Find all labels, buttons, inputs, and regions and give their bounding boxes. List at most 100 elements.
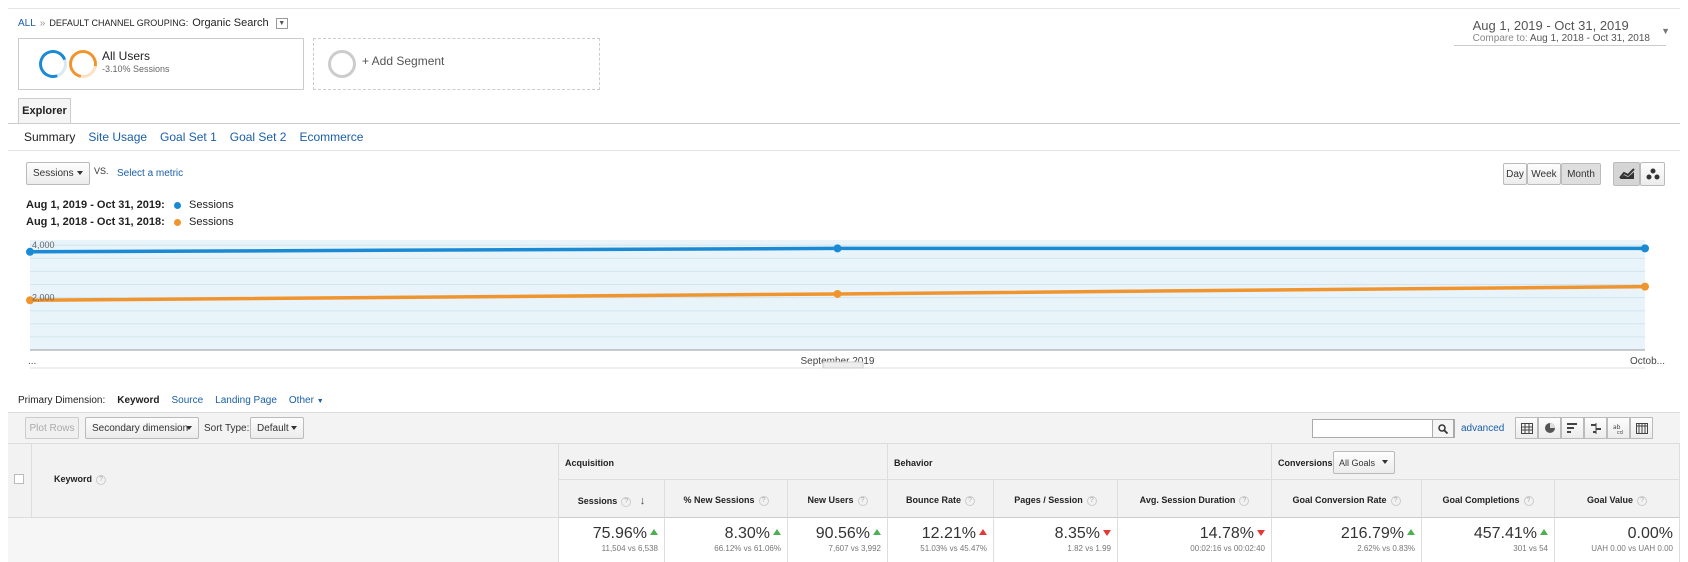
help-icon[interactable]: ? <box>621 496 632 507</box>
col-avg-session-duration[interactable]: Avg. Session Duration? <box>1118 480 1272 518</box>
tab-explorer[interactable]: Explorer <box>18 98 71 124</box>
col-goal-conversion-rate-label: Goal Conversion Rate <box>1292 495 1387 505</box>
subtab-summary[interactable]: Summary <box>24 130 76 144</box>
breadcrumb: ALL » DEFAULT CHANNEL GROUPING: Organic … <box>18 17 288 29</box>
tab-divider <box>8 123 1680 124</box>
help-icon[interactable]: ? <box>857 495 868 506</box>
total-goal-value: 0.00% UAH 0.00 vs UAH 0.00 <box>1555 518 1680 562</box>
arrow-up-icon <box>773 529 781 535</box>
search-button[interactable] <box>1432 419 1454 438</box>
col-new-users-label: New Users <box>807 495 854 505</box>
total-goal-completions-compare: 301 vs 54 <box>1513 544 1548 553</box>
add-segment-label: + Add Segment <box>362 54 445 68</box>
total-new-sessions-pct-value: 8.30% <box>724 525 770 542</box>
col-goal-completions[interactable]: Goal Completions? <box>1422 480 1555 518</box>
select-metric-link[interactable]: Select a metric <box>117 168 184 179</box>
table-search-input[interactable] <box>1312 419 1455 438</box>
col-avg-session-duration-label: Avg. Session Duration <box>1139 495 1236 505</box>
breadcrumb-all-link[interactable]: ALL <box>18 17 36 29</box>
period-week-button[interactable]: Week <box>1527 163 1561 185</box>
chevron-down-icon[interactable]: ▼ <box>275 17 288 29</box>
select-all-cell <box>8 444 32 518</box>
conversions-goal-select[interactable]: All Goals <box>1333 451 1395 474</box>
period-day-button[interactable]: Day <box>1503 163 1527 185</box>
chevron-down-icon <box>291 426 297 430</box>
period-month-button[interactable]: Month <box>1561 163 1601 185</box>
keyword-header-label: Keyword <box>54 474 93 484</box>
total-goal-conversion-rate-compare: 2.62% vs 0.83% <box>1357 544 1415 553</box>
help-icon[interactable]: ? <box>1523 495 1534 506</box>
totals-label-cell <box>8 518 559 562</box>
segment-all-users[interactable]: All Users -3.10% Sessions <box>18 38 304 90</box>
view-term-cloud-button[interactable]: ab cd <box>1607 417 1630 439</box>
motion-chart-button[interactable] <box>1640 162 1665 186</box>
segment-name: All Users <box>102 49 151 63</box>
segment-ring-orange-icon <box>63 44 103 84</box>
col-goal-conversion-rate[interactable]: Goal Conversion Rate? <box>1272 480 1422 518</box>
chevron-down-icon <box>77 171 83 175</box>
secondary-dimension-select[interactable]: Secondary dimension <box>85 417 199 439</box>
dimension-keyword[interactable]: Keyword <box>117 395 160 406</box>
help-icon[interactable]: ? <box>1086 495 1097 506</box>
search-icon <box>1438 423 1448 434</box>
help-icon[interactable]: ? <box>1637 495 1648 506</box>
help-icon[interactable]: ? <box>1239 495 1250 506</box>
sort-type-label: Sort Type: <box>204 423 250 434</box>
series-point-0-1 <box>833 244 842 253</box>
sort-desc-icon[interactable]: ↓ <box>639 495 646 507</box>
col-goal-value[interactable]: Goal Value? <box>1555 480 1680 518</box>
add-segment-button[interactable]: + Add Segment <box>313 38 600 90</box>
series-point-0-2 <box>1641 244 1649 253</box>
view-data-button[interactable] <box>1515 417 1538 439</box>
col-new-users[interactable]: New Users? <box>788 480 888 518</box>
subtab-ecommerce[interactable]: Ecommerce <box>299 130 364 144</box>
x-tick-label: ... <box>28 356 36 367</box>
series-point-1-0 <box>26 296 34 305</box>
plot-rows-button[interactable]: Plot Rows <box>25 417 79 439</box>
total-bounce-rate-value: 12.21% <box>921 525 976 542</box>
date-dropdown-icon[interactable]: ▼ <box>1661 26 1670 36</box>
dimension-other[interactable]: Other ▼ <box>289 395 324 406</box>
col-new-sessions-pct[interactable]: % New Sessions? <box>665 480 788 518</box>
date-range-picker[interactable]: Aug 1, 2019 - Oct 31, 2019 Compare to: A… <box>1473 18 1650 44</box>
advanced-filter-link[interactable]: advanced <box>1461 423 1505 434</box>
sort-type-value: Default <box>257 422 289 434</box>
view-pivot-button[interactable] <box>1630 417 1653 439</box>
chart-y-ticks: 4,000 2,000 <box>32 240 55 302</box>
col-bounce-rate[interactable]: Bounce Rate? <box>888 480 994 518</box>
subtab-goal-set-1[interactable]: Goal Set 1 <box>160 130 217 144</box>
help-icon[interactable]: ? <box>758 495 769 506</box>
view-performance-button[interactable] <box>1561 417 1584 439</box>
breadcrumb-dimension: DEFAULT CHANNEL GROUPING: <box>49 18 189 28</box>
legend-current-metric: Sessions <box>189 199 234 211</box>
col-sessions[interactable]: Sessions? ↓ <box>559 480 665 518</box>
subtab-goal-set-2[interactable]: Goal Set 2 <box>229 130 287 144</box>
col-bounce-rate-label: Bounce Rate <box>905 495 961 505</box>
keyword-header[interactable]: Keyword? <box>32 444 559 518</box>
chart-points <box>26 244 1649 305</box>
compare-value: Aug 1, 2018 - Oct 31, 2018 <box>1529 33 1650 44</box>
subtabs: Summary Site Usage Goal Set 1 Goal Set 2… <box>24 130 363 144</box>
motion-chart-icon <box>1646 168 1659 180</box>
help-icon[interactable]: ? <box>965 495 975 506</box>
subtab-site-usage[interactable]: Site Usage <box>88 130 148 144</box>
total-goal-completions-value: 457.41% <box>1473 525 1537 542</box>
series-point-1-2 <box>1641 282 1649 291</box>
sort-type-select[interactable]: Default <box>250 417 304 439</box>
chart-resize-handle[interactable] <box>822 361 864 369</box>
col-pages-session-label: Pages / Session <box>1014 495 1083 505</box>
bar-chart-icon <box>1566 422 1577 433</box>
view-comparison-button[interactable] <box>1584 417 1607 439</box>
select-all-checkbox[interactable] <box>14 474 24 484</box>
arrow-up-icon <box>979 529 987 535</box>
col-pages-session[interactable]: Pages / Session? <box>994 480 1118 518</box>
dimension-source[interactable]: Source <box>171 395 204 406</box>
legend-current-dot <box>174 201 181 209</box>
metric-select[interactable]: Sessions <box>26 162 90 185</box>
total-goal-value-value: 0.00% <box>1627 525 1673 542</box>
help-icon[interactable]: ? <box>96 474 107 485</box>
dimension-landing-page[interactable]: Landing Page <box>215 395 277 406</box>
view-percentage-button[interactable] <box>1538 417 1561 439</box>
line-chart-button[interactable] <box>1613 162 1640 186</box>
help-icon[interactable]: ? <box>1390 495 1401 506</box>
